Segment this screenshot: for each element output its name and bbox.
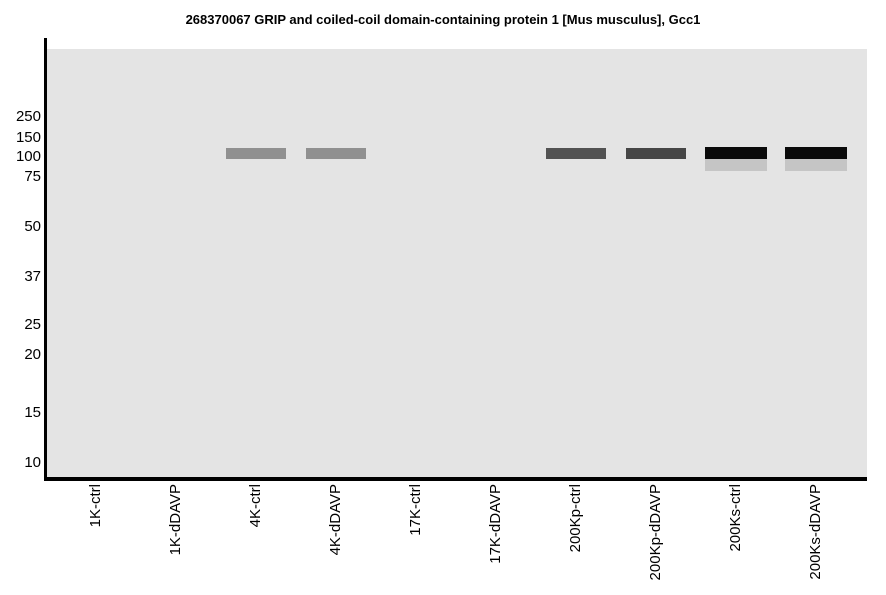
- protein-band: [785, 147, 847, 159]
- lane-label: 200Kp-ctrl: [567, 484, 584, 553]
- lane-label: 4K-ctrl: [247, 484, 264, 528]
- lane-label: 200Ks-ctrl: [727, 484, 744, 552]
- mw-marker-label: 20: [24, 346, 41, 363]
- protein-band: [306, 148, 366, 159]
- mw-marker-label: 37: [24, 268, 41, 285]
- gel-panel: [47, 49, 867, 477]
- y-axis-line: [44, 38, 47, 481]
- mw-marker-label: 15: [24, 404, 41, 421]
- lane-label: 4K-dDAVP: [327, 484, 344, 556]
- mw-marker-label: 250: [15, 108, 41, 125]
- mw-marker-label: 50: [24, 218, 41, 235]
- mw-marker-label: 10: [24, 454, 41, 471]
- lane-label: 1K-ctrl: [87, 484, 104, 528]
- mw-marker-label: 100: [15, 148, 41, 165]
- protein-band: [705, 159, 767, 171]
- mw-marker-label: 150: [15, 129, 41, 146]
- protein-band: [226, 148, 286, 159]
- protein-band: [546, 148, 606, 159]
- lane-label: 1K-dDAVP: [167, 484, 184, 556]
- lane-label: 200Kp-dDAVP: [647, 484, 664, 581]
- mw-marker-label: 75: [24, 168, 41, 185]
- mw-marker-label: 25: [24, 316, 41, 333]
- lane-label: 17K-dDAVP: [487, 484, 504, 564]
- protein-band: [705, 147, 767, 159]
- protein-band: [785, 159, 847, 171]
- chart-title: 268370067 GRIP and coiled-coil domain-co…: [185, 12, 701, 27]
- lane-label: 17K-ctrl: [407, 484, 424, 536]
- x-axis-line: [44, 477, 867, 481]
- lane-label: 200Ks-dDAVP: [807, 484, 824, 580]
- protein-band: [626, 148, 686, 159]
